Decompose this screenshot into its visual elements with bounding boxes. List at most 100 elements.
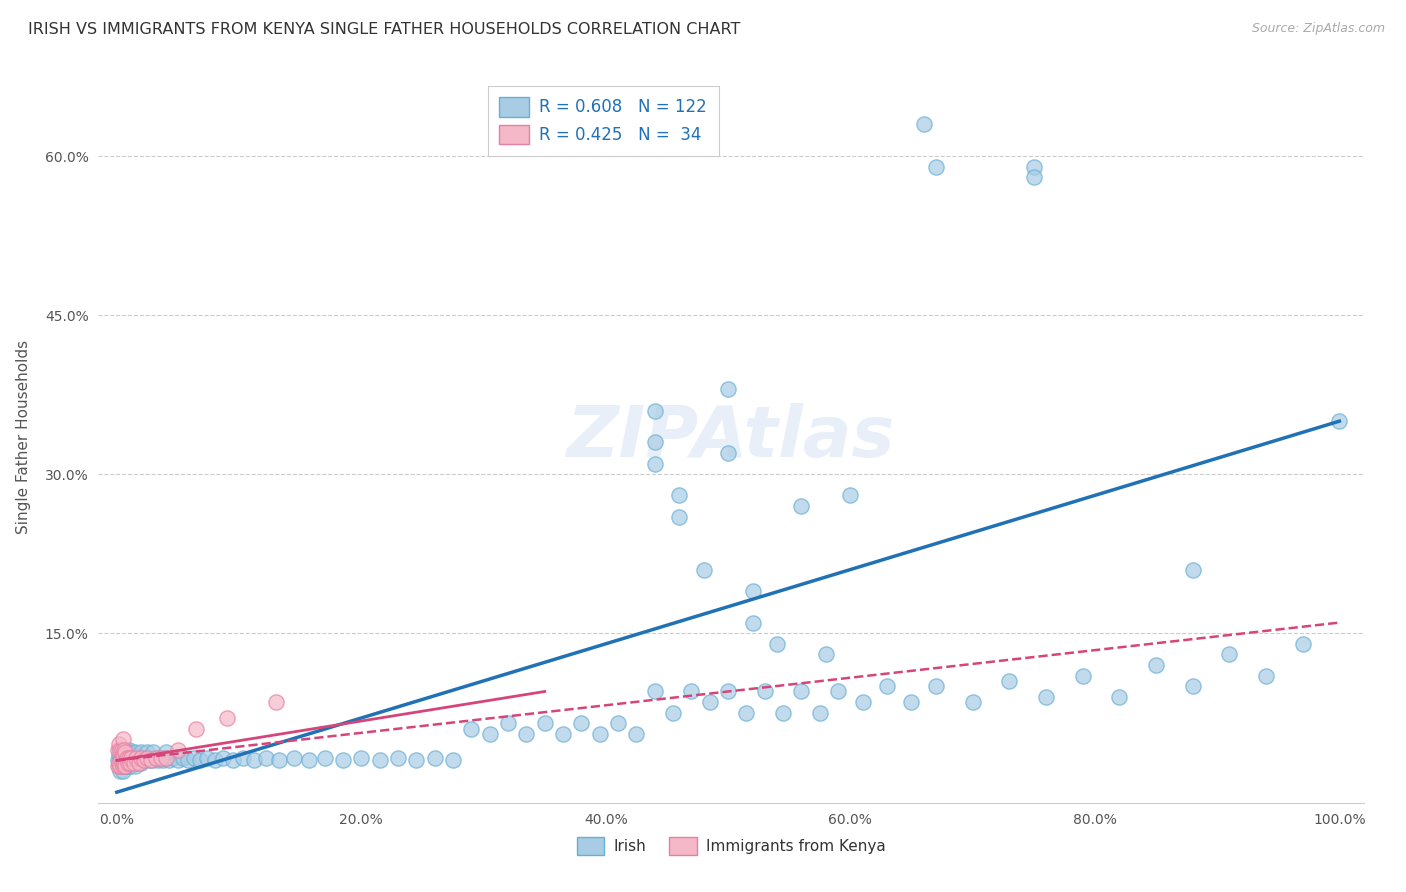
Point xyxy=(129,751,152,765)
Point xyxy=(772,706,794,720)
Point xyxy=(162,751,184,765)
Point xyxy=(717,383,740,397)
Point xyxy=(125,753,148,767)
Point xyxy=(912,117,935,131)
Point xyxy=(204,753,226,767)
Point xyxy=(1108,690,1130,704)
Point xyxy=(851,695,873,709)
Point xyxy=(766,637,789,651)
Point xyxy=(222,753,245,767)
Point xyxy=(112,745,135,759)
Point xyxy=(145,751,167,765)
Point xyxy=(112,753,135,767)
Point xyxy=(145,751,167,765)
Point xyxy=(496,716,519,731)
Point xyxy=(332,753,354,767)
Point xyxy=(1329,414,1351,428)
Point xyxy=(110,753,132,767)
Point xyxy=(111,732,134,747)
Point xyxy=(111,753,134,767)
Point xyxy=(1181,563,1204,577)
Point xyxy=(741,583,763,598)
Point xyxy=(108,756,131,770)
Point xyxy=(1254,668,1277,682)
Point xyxy=(107,743,129,757)
Point xyxy=(111,748,134,763)
Point xyxy=(120,756,142,770)
Point xyxy=(298,753,321,767)
Point xyxy=(1071,668,1094,682)
Point xyxy=(155,745,177,759)
Point xyxy=(122,753,145,767)
Point xyxy=(108,748,131,763)
Point xyxy=(114,745,136,759)
Point xyxy=(254,751,277,765)
Point xyxy=(110,743,132,757)
Point xyxy=(135,751,157,765)
Point xyxy=(115,758,138,772)
Point xyxy=(136,751,159,765)
Point xyxy=(110,743,132,757)
Point xyxy=(607,716,630,731)
Point xyxy=(741,615,763,630)
Point xyxy=(172,751,194,765)
Point xyxy=(735,706,758,720)
Point xyxy=(121,756,143,770)
Point xyxy=(460,722,482,736)
Point xyxy=(120,751,142,765)
Point xyxy=(668,509,690,524)
Point xyxy=(111,743,134,757)
Point xyxy=(152,753,174,767)
Point xyxy=(132,753,155,767)
Point xyxy=(644,457,666,471)
Point xyxy=(120,756,142,770)
Point xyxy=(129,756,152,770)
Point xyxy=(188,753,211,767)
Point xyxy=(998,673,1021,688)
Point xyxy=(111,748,134,763)
Point xyxy=(111,758,134,772)
Point xyxy=(626,727,648,741)
Point xyxy=(148,753,170,767)
Point xyxy=(118,753,141,767)
Point xyxy=(790,684,813,698)
Point xyxy=(176,753,198,767)
Point xyxy=(827,684,849,698)
Point xyxy=(662,706,685,720)
Point xyxy=(405,753,427,767)
Point xyxy=(124,745,146,759)
Point xyxy=(108,758,131,772)
Point xyxy=(808,706,831,720)
Point xyxy=(131,751,153,765)
Point xyxy=(114,745,136,759)
Point xyxy=(1144,658,1167,673)
Point xyxy=(114,753,136,767)
Text: ZIPAtlas: ZIPAtlas xyxy=(567,402,896,472)
Point xyxy=(699,695,721,709)
Point xyxy=(111,748,134,763)
Point xyxy=(117,751,139,765)
Point xyxy=(644,435,666,450)
Point xyxy=(839,488,862,502)
Point xyxy=(1035,690,1057,704)
Point xyxy=(925,679,948,693)
Point xyxy=(155,751,177,765)
Point xyxy=(125,751,148,765)
Point xyxy=(118,751,141,765)
Point xyxy=(212,751,235,765)
Point xyxy=(117,756,139,770)
Point xyxy=(118,745,141,759)
Point xyxy=(1181,679,1204,693)
Point xyxy=(112,758,135,772)
Point xyxy=(269,753,291,767)
Point xyxy=(118,758,141,772)
Point xyxy=(790,499,813,513)
Point xyxy=(232,751,254,765)
Point xyxy=(111,764,134,778)
Point xyxy=(692,563,714,577)
Point xyxy=(139,753,162,767)
Point xyxy=(115,745,138,759)
Point xyxy=(644,684,666,698)
Point xyxy=(350,751,373,765)
Point xyxy=(1022,170,1045,185)
